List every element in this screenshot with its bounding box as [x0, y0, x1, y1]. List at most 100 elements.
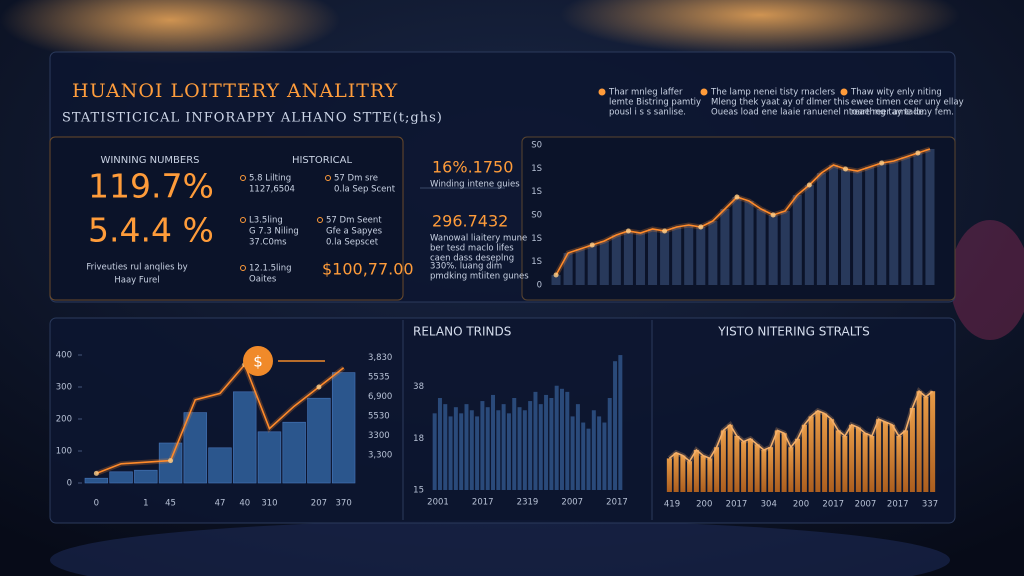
bar	[591, 410, 596, 490]
highlight-label: pmdking mtiiten gunes	[430, 272, 529, 282]
bar	[109, 471, 133, 484]
bar	[707, 458, 713, 492]
x-axis-label: 2017	[887, 500, 909, 510]
x-tick-label: 207	[311, 499, 327, 509]
badge-text: $	[253, 353, 263, 371]
bar	[822, 413, 828, 492]
bar	[453, 407, 458, 490]
bar	[233, 391, 257, 484]
bar	[538, 404, 543, 490]
x-axis-label: 200	[696, 500, 712, 510]
bar	[781, 433, 787, 492]
chart-title: YISTO NITERING STRALTS	[717, 325, 869, 339]
bar	[517, 407, 522, 490]
x-axis-label: 304	[761, 500, 777, 510]
bar	[768, 215, 778, 285]
item-text: 12.1.5ling	[249, 264, 292, 274]
legend-dot	[700, 88, 708, 96]
bar	[780, 211, 790, 285]
y-axis-label: 38	[413, 382, 424, 392]
bar	[597, 416, 602, 490]
glow-point	[698, 224, 704, 230]
bar	[607, 398, 612, 490]
bar	[761, 450, 767, 492]
bar	[808, 416, 814, 492]
highlight-label: caen dass deseplng	[430, 254, 514, 264]
bar	[862, 433, 868, 492]
bar	[842, 436, 848, 492]
bar	[282, 421, 306, 484]
x-axis-label: 419	[664, 500, 680, 510]
bar	[696, 227, 706, 285]
y-axis-label: 18	[413, 434, 424, 444]
bar	[768, 447, 774, 492]
bar	[700, 455, 706, 492]
bar	[734, 436, 740, 492]
bar	[693, 450, 699, 492]
glow-point	[843, 166, 849, 172]
bar	[889, 161, 899, 285]
x-axis-label: 2007	[561, 498, 583, 508]
bar	[741, 441, 747, 492]
bar	[575, 404, 580, 490]
y-tick-label: 300	[56, 383, 72, 393]
bar	[506, 413, 511, 490]
floor	[50, 520, 950, 576]
x-tick-label: 45	[165, 499, 176, 509]
chart-title: RELANO TRINDS	[413, 325, 511, 339]
bar	[673, 452, 679, 492]
bar	[459, 413, 464, 490]
item-dot	[240, 217, 246, 223]
item-text: 57 Dm sre	[334, 174, 378, 184]
item-dot	[325, 175, 331, 181]
y-axis-label: 1S	[531, 187, 542, 197]
bar	[512, 398, 517, 490]
glow-point	[625, 228, 631, 234]
bar	[437, 398, 442, 490]
bar	[923, 396, 929, 492]
bar	[551, 275, 561, 285]
item-text: 57 Dm Seent	[326, 216, 382, 226]
bar	[475, 416, 480, 490]
item-text: 5.8 Lilting	[249, 174, 291, 184]
bar	[554, 385, 559, 490]
light	[560, 0, 960, 55]
bar	[889, 424, 895, 492]
glow-point	[589, 242, 595, 248]
bar	[660, 231, 670, 285]
bar	[795, 438, 801, 492]
bar	[877, 163, 887, 285]
bar	[208, 447, 232, 484]
bar	[666, 458, 672, 492]
item-text: Gfe a Sapyes	[326, 227, 383, 237]
bar	[559, 388, 564, 490]
highlight-label: 330%. luang dim	[430, 262, 502, 272]
bar	[599, 241, 609, 285]
legend-dot	[840, 88, 848, 96]
highlight-label: Winding intene guies	[430, 180, 520, 190]
bar	[708, 221, 718, 285]
heading: HISTORICAL	[292, 155, 353, 166]
bar	[331, 372, 356, 484]
y-axis-label: 15	[413, 486, 424, 496]
legend-text: ewee timen ceer uny ellay	[851, 98, 964, 108]
bar	[756, 209, 766, 285]
bar	[801, 424, 807, 492]
item-text: 0.la Sepscet	[326, 238, 379, 248]
x-tick-label: 40	[239, 499, 250, 509]
bar	[882, 422, 888, 492]
item-text: 1127,6504	[249, 185, 295, 195]
highlight-label: Wanowal liaitery mune	[430, 234, 527, 244]
bar	[869, 436, 875, 492]
item-dot	[317, 217, 323, 223]
bar	[469, 410, 474, 490]
x-axis-label: 2017	[822, 500, 844, 510]
caption: Haay Furel	[114, 276, 159, 286]
bar	[570, 416, 575, 490]
bar	[183, 412, 207, 484]
y-axis-label: S0	[531, 211, 542, 221]
bar	[841, 169, 851, 285]
item-text: L3.5ling	[249, 216, 283, 226]
bar	[815, 410, 821, 492]
bar	[307, 397, 331, 484]
